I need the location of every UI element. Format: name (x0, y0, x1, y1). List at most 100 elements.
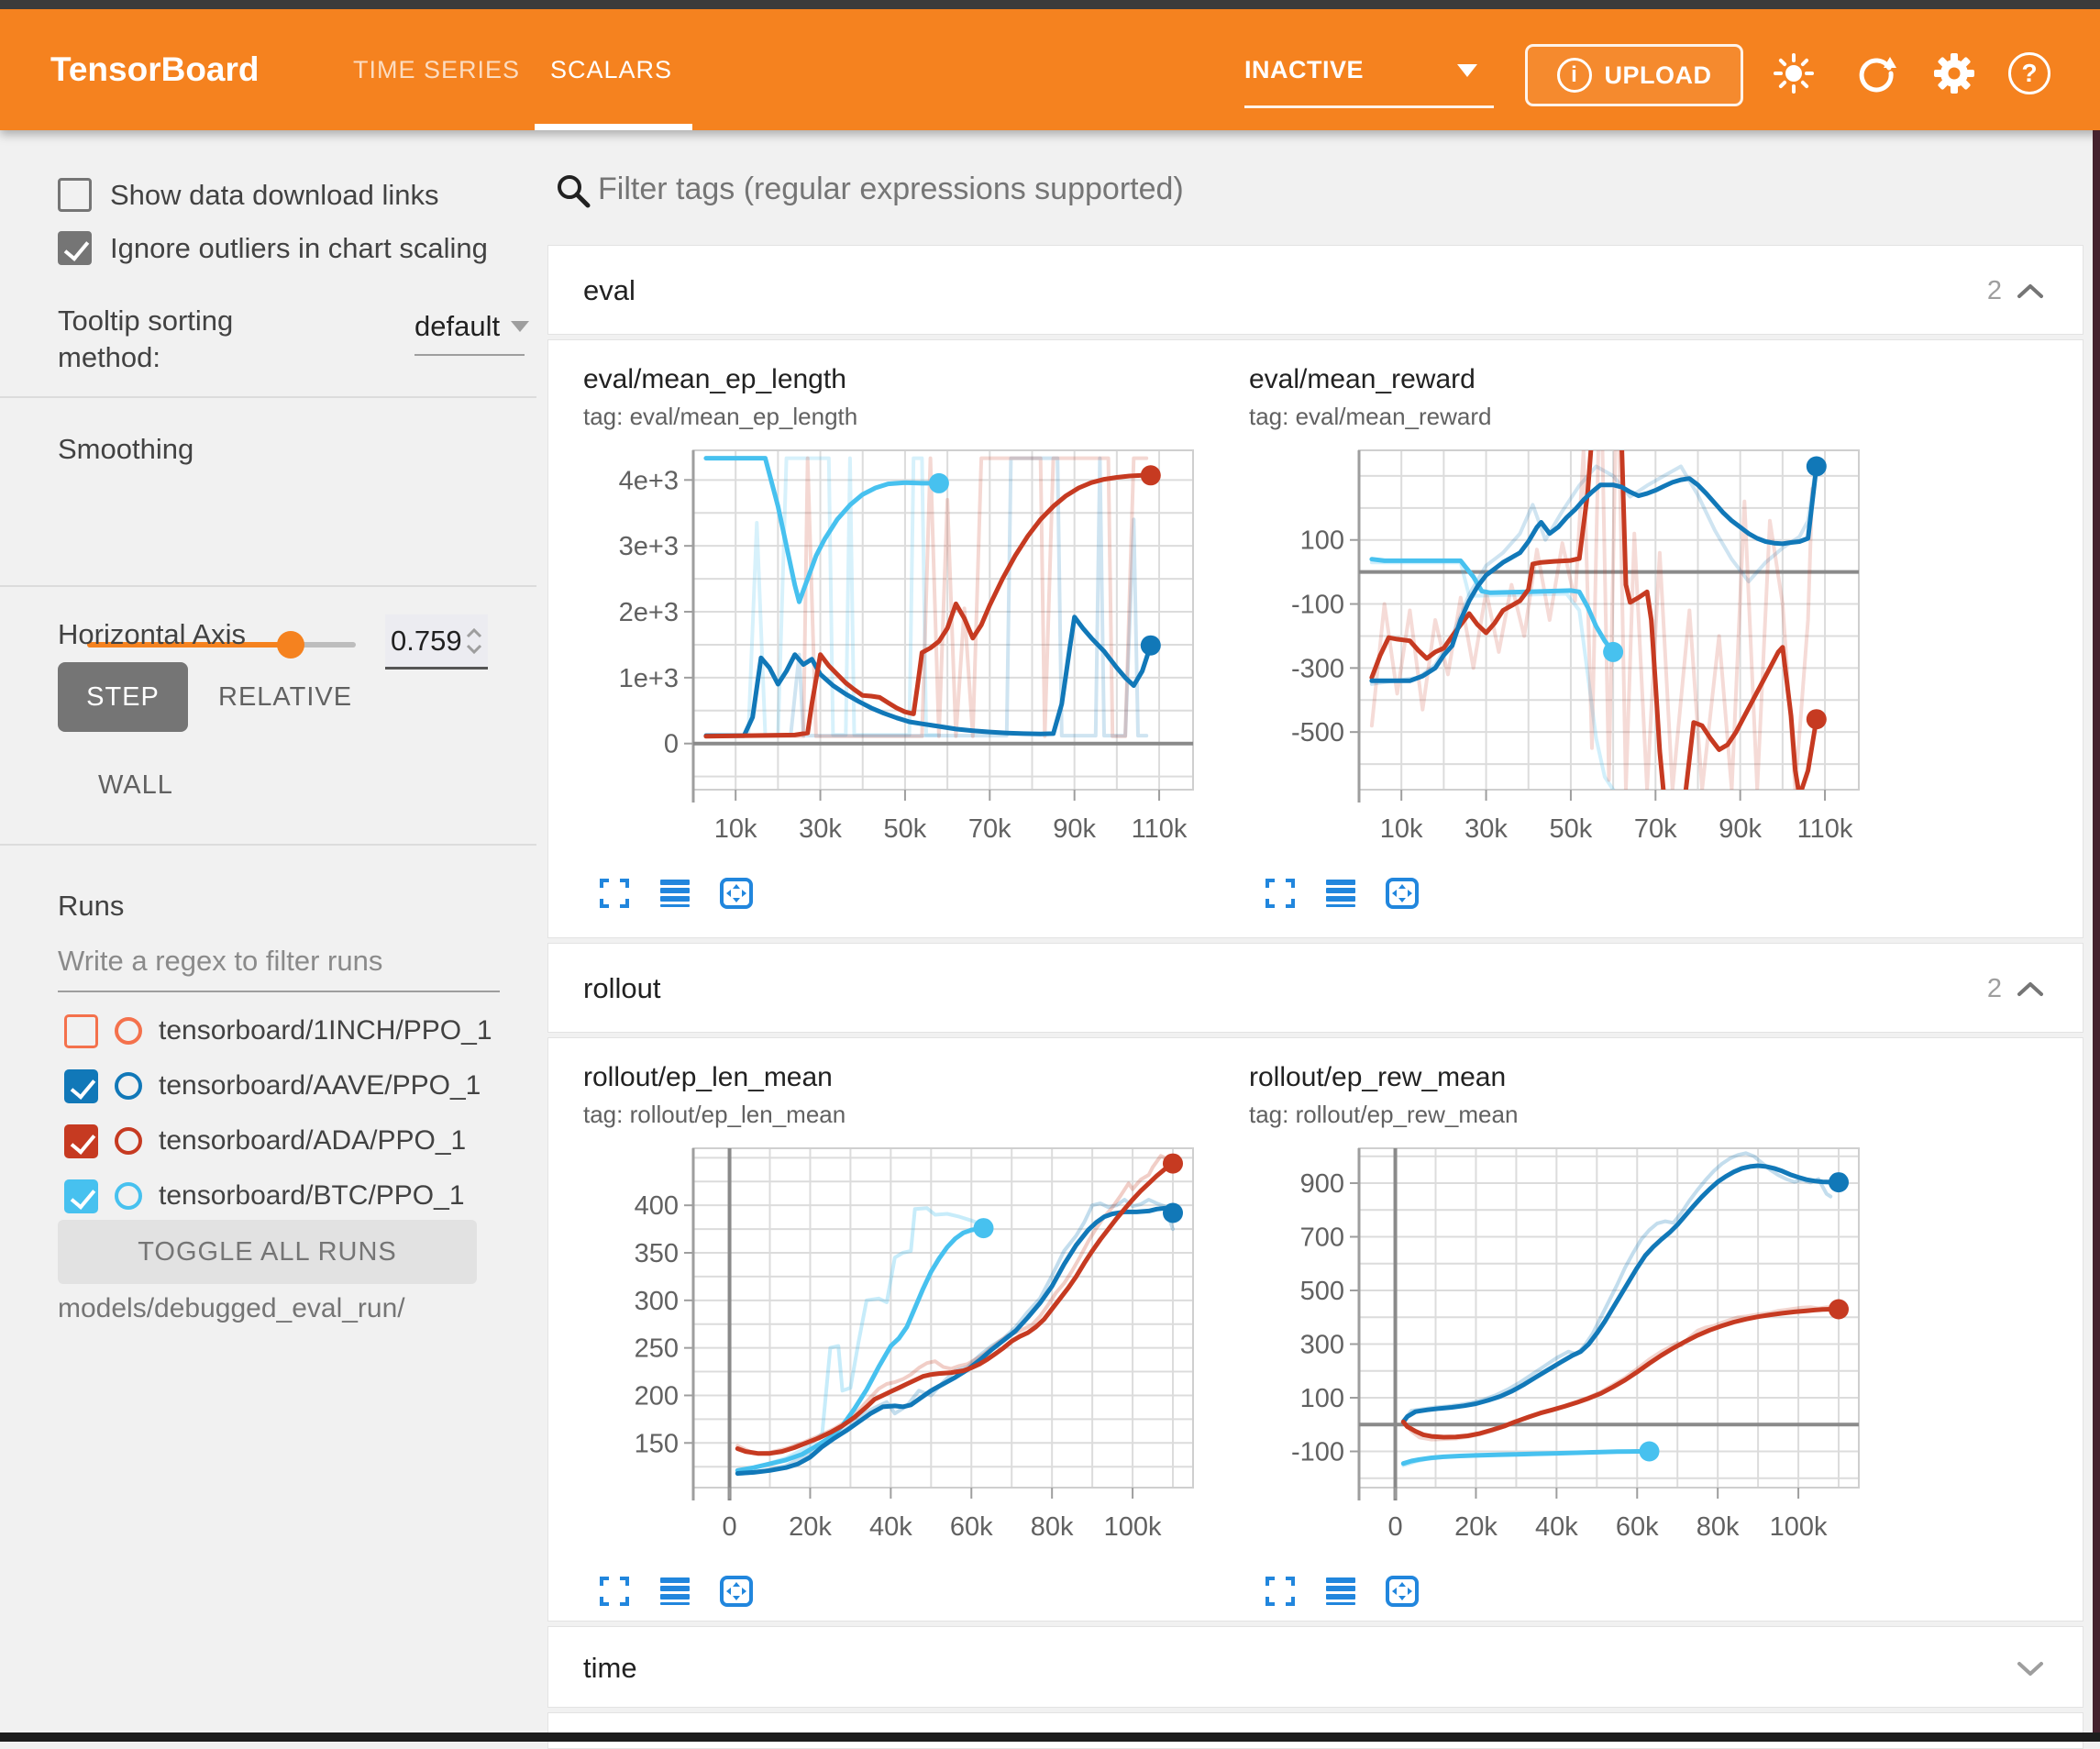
chart-card-eval-mean-ep-length: eval/mean_ep_length tag: eval/mean_ep_le… (583, 364, 1216, 910)
run-checkbox[interactable] (64, 1014, 98, 1048)
expand-icon[interactable] (1264, 1575, 1297, 1608)
run-color-swatch (115, 1182, 142, 1210)
settings-gear-icon[interactable] (1930, 50, 1978, 97)
tab-scalars[interactable]: SCALARS (550, 9, 672, 130)
upload-button[interactable]: UPLOAD (1525, 44, 1743, 106)
ignore-outliers-label: Ignore outliers in chart scaling (110, 232, 488, 265)
data-table-icon[interactable] (658, 1575, 691, 1608)
upload-button-label: UPLOAD (1605, 61, 1712, 90)
smoothing-slider-thumb[interactable] (277, 631, 304, 659)
run-color-swatch (115, 1017, 142, 1045)
refresh-icon[interactable] (1852, 50, 1900, 97)
line-chart-canvas[interactable]: 020k40k60k80k100k150200250300350400 (583, 1135, 1216, 1566)
svg-text:60k: 60k (950, 1512, 993, 1542)
svg-text:-300: -300 (1291, 654, 1344, 683)
line-chart-canvas[interactable]: 020k40k60k80k100k900700500300100-100 (1249, 1135, 1882, 1566)
svg-text:-100: -100 (1291, 591, 1344, 620)
fit-domain-icon[interactable] (1385, 877, 1418, 910)
svg-text:80k: 80k (1031, 1512, 1074, 1542)
line-chart-canvas[interactable]: 10k30k50k70k90k110k01e+32e+33e+34e+3 (583, 437, 1216, 868)
tab-time-series[interactable]: TIME SERIES (353, 9, 520, 130)
help-icon[interactable] (2008, 52, 2056, 100)
section-header-rollout[interactable]: rollout 2 (547, 943, 2083, 1033)
svg-text:30k: 30k (1464, 814, 1508, 844)
svg-text:20k: 20k (789, 1512, 832, 1542)
axis-step-button[interactable]: STEP (58, 662, 188, 732)
tooltip-sorting-value: default (414, 310, 500, 342)
chevron-down-icon (511, 321, 529, 332)
svg-text:10k: 10k (1380, 814, 1423, 844)
section-count: 2 (1987, 276, 2002, 306)
run-row-btc[interactable]: tensorboard/BTC/PPO_1 (64, 1176, 465, 1216)
expand-icon[interactable] (598, 1575, 631, 1608)
chart-card-rollout-ep-len-mean: rollout/ep_len_mean tag: rollout/ep_len_… (583, 1062, 1216, 1608)
run-row-1inch[interactable]: tensorboard/1INCH/PPO_1 (64, 1011, 492, 1051)
axis-wall-button[interactable]: WALL (98, 770, 173, 801)
data-table-icon[interactable] (1324, 1575, 1357, 1608)
active-tab-underline (535, 124, 692, 130)
section-header-eval[interactable]: eval 2 (547, 245, 2083, 335)
section-count: 2 (1987, 974, 2002, 1004)
svg-text:90k: 90k (1719, 814, 1762, 844)
svg-text:1e+3: 1e+3 (619, 664, 679, 693)
svg-text:0: 0 (722, 1512, 736, 1542)
svg-text:500: 500 (1300, 1277, 1344, 1306)
runs-filter-input[interactable] (58, 945, 498, 978)
svg-text:110k: 110k (1132, 814, 1188, 844)
runs-directory-note: models/debugged_eval_run/ (58, 1293, 405, 1324)
run-row-ada[interactable]: tensorboard/ADA/PPO_1 (64, 1121, 466, 1161)
svg-text:250: 250 (635, 1334, 679, 1364)
smoothing-label: Smoothing (58, 433, 193, 466)
svg-text:100k: 100k (1770, 1512, 1828, 1542)
svg-text:-100: -100 (1291, 1438, 1344, 1467)
data-table-icon[interactable] (658, 877, 691, 910)
settings-sidebar: Show data download links Ignore outliers… (0, 130, 536, 1742)
section-header-time[interactable]: time (547, 1626, 2083, 1708)
run-row-aave[interactable]: tensorboard/AAVE/PPO_1 (64, 1066, 481, 1106)
app-header: TensorBoard TIME SERIES SCALARS INACTIVE… (0, 9, 2100, 130)
ignore-outliers-row[interactable]: Ignore outliers in chart scaling (58, 231, 488, 265)
svg-text:700: 700 (1300, 1223, 1344, 1253)
smoothing-value-box[interactable]: 0.759 (385, 614, 488, 670)
svg-text:100: 100 (1300, 526, 1344, 556)
smoothing-value: 0.759 (385, 625, 466, 658)
axis-relative-button[interactable]: RELATIVE (218, 662, 352, 732)
dashboard-main: eval 2 eval/mean_ep_length tag: eval/mea… (536, 130, 2100, 1742)
fit-domain-icon[interactable] (719, 1575, 752, 1608)
chevron-up-icon[interactable] (2017, 980, 2044, 997)
run-color-swatch (115, 1127, 142, 1155)
tooltip-sorting-select[interactable]: default (414, 310, 536, 343)
show-download-links-checkbox[interactable] (58, 178, 92, 212)
tooltip-sorting-label: Tooltip sorting method: (58, 303, 269, 376)
smoothing-stepper[interactable] (466, 628, 488, 654)
run-checkbox[interactable] (64, 1124, 98, 1158)
svg-text:0: 0 (1387, 1512, 1402, 1542)
data-table-icon[interactable] (1324, 877, 1357, 910)
toggle-all-runs-button[interactable]: TOGGLE ALL RUNS (58, 1220, 477, 1284)
chevron-up-icon[interactable] (2017, 282, 2044, 299)
show-download-links-row[interactable]: Show data download links (58, 178, 438, 212)
window-right-edge (2093, 130, 2100, 1742)
line-chart-canvas[interactable]: 10k30k50k70k90k110k100-100-300-500 (1249, 437, 1882, 868)
tag-filter-input[interactable] (598, 165, 2047, 213)
expand-icon[interactable] (598, 877, 631, 910)
svg-text:400: 400 (635, 1191, 679, 1221)
app-title: TensorBoard (50, 9, 260, 130)
run-checkbox[interactable] (64, 1179, 98, 1213)
svg-text:70k: 70k (968, 814, 1011, 844)
ignore-outliers-checkbox[interactable] (58, 231, 92, 265)
svg-text:40k: 40k (869, 1512, 912, 1542)
chevron-down-icon (1457, 64, 1477, 77)
expand-icon[interactable] (1264, 877, 1297, 910)
svg-text:20k: 20k (1454, 1512, 1498, 1542)
fit-domain-icon[interactable] (719, 877, 752, 910)
brightness-icon[interactable] (1770, 50, 1818, 97)
status-select[interactable]: INACTIVE (1244, 40, 1494, 108)
chevron-down-icon[interactable] (2017, 1660, 2044, 1677)
svg-text:40k: 40k (1535, 1512, 1578, 1542)
window-bottom-edge (0, 1732, 2100, 1742)
fit-domain-icon[interactable] (1385, 1575, 1418, 1608)
horizontal-axis-label: Horizontal Axis (58, 618, 246, 651)
svg-text:70k: 70k (1634, 814, 1677, 844)
run-checkbox[interactable] (64, 1069, 98, 1103)
